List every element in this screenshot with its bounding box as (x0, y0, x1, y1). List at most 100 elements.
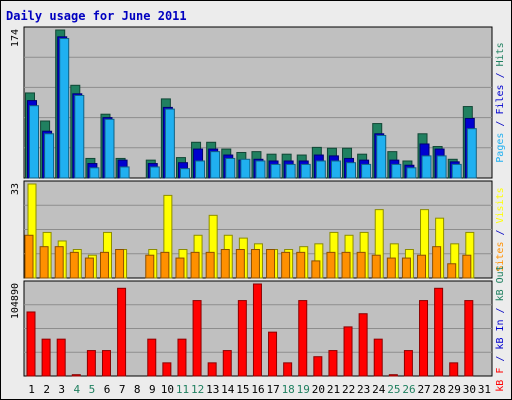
bar-kb-f-day-25 (388, 374, 398, 377)
bar-pages-day-18 (285, 163, 296, 179)
bar-kb-f-day-29 (449, 362, 459, 377)
bar-sites-day-7 (115, 249, 125, 279)
bar-pages-day-14 (225, 157, 236, 179)
x-tick-label: 26 (402, 383, 415, 396)
bar-kb-f-day-20 (313, 356, 323, 377)
bar-kb-f-day-22 (343, 326, 353, 377)
x-tick-label: 7 (119, 383, 126, 396)
x-tick-label: 31 (478, 383, 491, 396)
bar-pages-day-11 (179, 168, 190, 179)
x-tick-label: 5 (89, 383, 96, 396)
bar-kb-f-day-10 (162, 362, 172, 377)
side-legend-traffic: kB F / kB In / kB Out (495, 265, 506, 391)
y-max-label: 174 (10, 29, 21, 47)
bar-sites-day-16 (250, 249, 260, 279)
x-tick-label: 14 (221, 383, 235, 396)
bar-sites-day-25 (386, 257, 396, 279)
bar-kb-f-day-16 (252, 283, 262, 377)
bar-pages-day-9 (149, 166, 160, 179)
x-tick-label: 19 (297, 383, 310, 396)
bar-sites-day-20 (311, 260, 321, 279)
legend-entry: / (495, 350, 506, 368)
bar-kb-f-day-12 (192, 300, 202, 377)
side-legend-usage: Pages / Files / Hits (495, 42, 506, 162)
bar-pages-day-4 (74, 94, 85, 179)
legend-entry: kB Out (495, 265, 506, 301)
x-tick-label: 18 (282, 383, 295, 396)
x-tick-label: 23 (357, 383, 370, 396)
bar-pages-day-12 (195, 160, 206, 179)
bar-pages-day-16 (255, 160, 266, 179)
chart-panels: 174 33 104890 Pages / Files / Hits Sites / V… (10, 26, 506, 392)
x-tick-label: 11 (176, 383, 189, 396)
bar-sites-day-13 (205, 251, 215, 279)
side-legend-visitors: Sites / Visits (495, 187, 506, 271)
bar-pages-day-30 (466, 128, 477, 179)
x-tick-label: 25 (387, 383, 400, 396)
bar-sites-day-24 (371, 254, 381, 279)
x-tick-label: 24 (372, 383, 386, 396)
bar-pages-day-5 (89, 167, 100, 179)
bar-kb-f-day-1 (26, 311, 36, 377)
bar-sites-day-23 (356, 251, 366, 279)
bar-kb-f-day-27 (419, 300, 429, 377)
bar-pages-day-2 (44, 133, 55, 179)
bar-pages-day-27 (421, 155, 432, 179)
bar-pages-day-23 (361, 163, 372, 179)
bar-kb-f-day-14 (222, 350, 232, 377)
x-tick-label: 21 (327, 383, 340, 396)
bar-kb-f-day-3 (56, 338, 66, 377)
bar-kb-f-day-26 (403, 350, 413, 377)
legend-entry: kB F (495, 368, 506, 392)
x-tick-label: 29 (448, 383, 461, 396)
bar-kb-f-day-17 (268, 331, 278, 377)
x-tick-label: 3 (58, 383, 65, 396)
x-tick-label: 12 (191, 383, 204, 396)
bar-pages-day-10 (164, 108, 175, 179)
bar-sites-day-6 (99, 251, 109, 279)
x-axis-ticks: 1 2 3 4 5 6 7 8 9 10 11 12 13 14 15 16 17 18 19 20 21 22 23 24 2… (28, 383, 491, 396)
bar-kb-f-day-7 (117, 287, 127, 377)
x-tick-label: 28 (433, 383, 446, 396)
chart-title: Daily usage for June 2011 (6, 9, 187, 23)
x-tick-label: 30 (463, 383, 476, 396)
bar-kb-f-day-13 (207, 362, 217, 377)
bar-pages-day-22 (346, 162, 357, 179)
x-tick-label: 22 (342, 383, 355, 396)
bar-sites-day-9 (145, 254, 155, 279)
x-tick-label: 20 (312, 383, 325, 396)
bar-pages-day-3 (59, 38, 70, 179)
bar-kb-f-day-18 (283, 362, 293, 377)
bar-pages-day-29 (451, 163, 462, 179)
x-tick-label: 1 (28, 383, 35, 396)
bar-sites-day-28 (432, 246, 442, 279)
bar-pages-day-21 (330, 160, 341, 179)
bar-sites-day-2 (39, 246, 49, 279)
bar-sites-day-1 (24, 234, 34, 279)
bar-pages-day-24 (376, 134, 387, 179)
bar-kb-f-day-5 (86, 350, 96, 377)
bar-kb-f-day-4 (71, 374, 81, 377)
x-tick-label: 6 (104, 383, 111, 396)
legend-entry: Visits (495, 187, 506, 223)
y-max-label: 33 (10, 183, 21, 195)
bar-kb-f-day-30 (464, 300, 474, 377)
x-tick-label: 16 (251, 383, 264, 396)
panel-usage: 174 (10, 26, 493, 179)
bar-sites-day-19 (296, 251, 306, 279)
x-tick-label: 8 (134, 383, 141, 396)
x-tick-label: 27 (417, 383, 430, 396)
bar-sites-day-27 (417, 254, 427, 279)
bar-pages-day-6 (104, 118, 115, 179)
legend-entry: Files (495, 84, 506, 114)
bar-pages-day-1 (29, 105, 39, 179)
bar-pages-day-7 (119, 166, 130, 179)
bar-sites-day-15 (235, 249, 245, 279)
y-max-label: 104890 (10, 283, 21, 319)
bar-sites-day-21 (326, 251, 336, 279)
legend-entry: Hits (495, 42, 506, 66)
bar-sites-day-12 (190, 251, 200, 279)
x-tick-label: 2 (43, 383, 50, 396)
